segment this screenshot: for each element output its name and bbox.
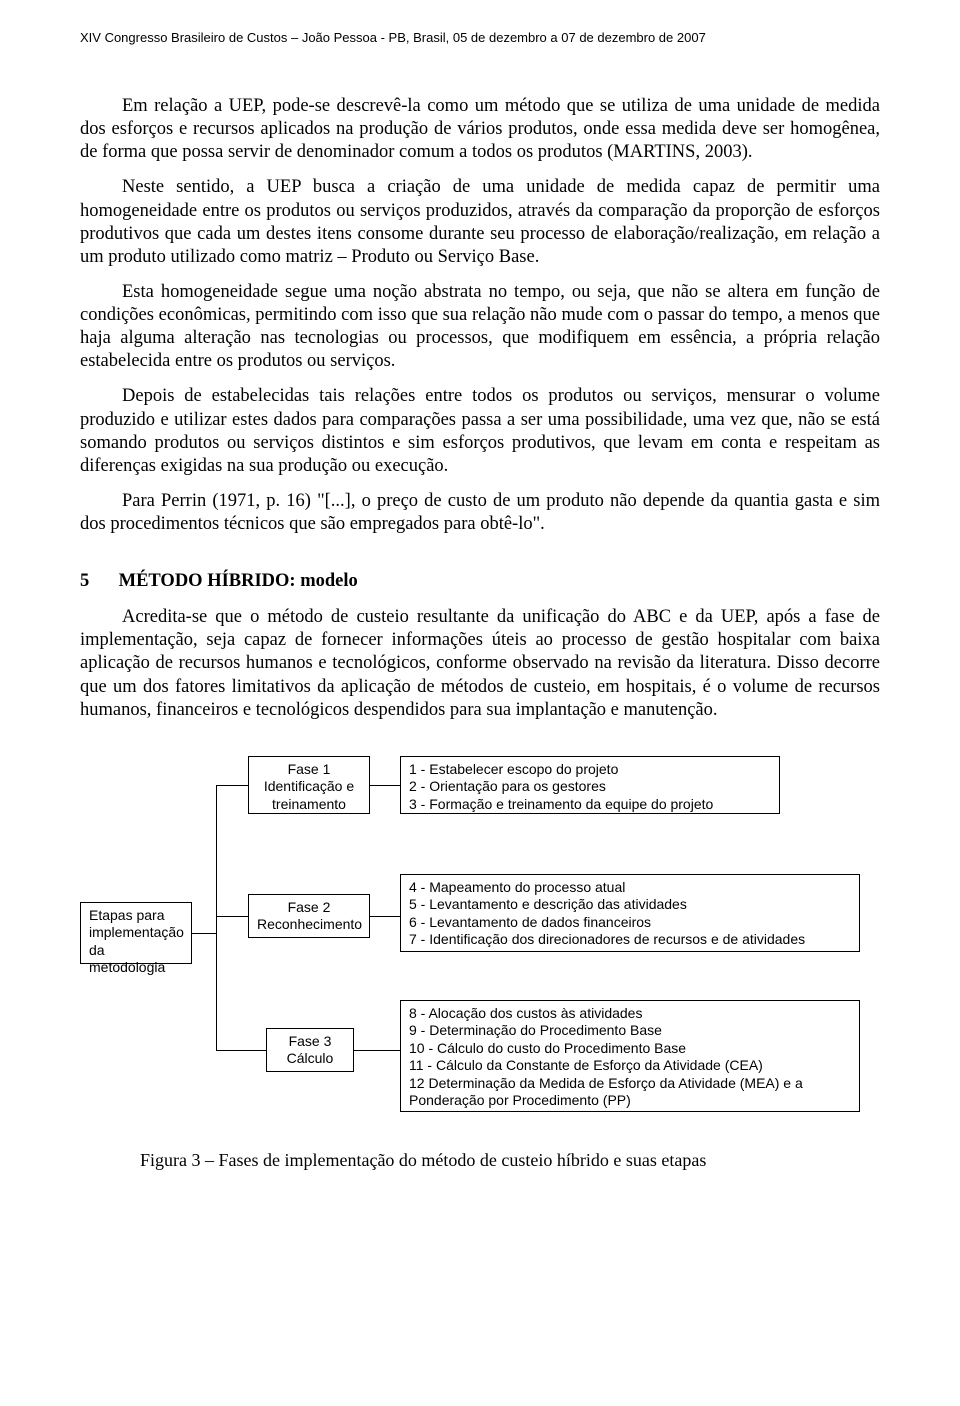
phases-flowchart: Etapas para implementação da metodologia…: [80, 752, 880, 1142]
phase1-title: Fase 1: [257, 761, 361, 779]
step-10: 10 - Cálculo do custo do Procedimento Ba…: [409, 1040, 851, 1058]
phase1-sub1: Identificação e: [257, 778, 361, 796]
node-steps-3: 8 - Alocação dos custos às atividades 9 …: [400, 1000, 860, 1112]
step-5: 5 - Levantamento e descrição das ativida…: [409, 896, 851, 914]
connector: [192, 933, 216, 934]
section-title: MÉTODO HÍBRIDO: modelo: [119, 571, 358, 591]
phase2-title: Fase 2: [257, 899, 361, 917]
node-root-l3: da metodologia: [89, 942, 183, 977]
step-2: 2 - Orientação para os gestores: [409, 778, 771, 796]
step-12b: Ponderação por Procedimento (PP): [409, 1092, 851, 1110]
paragraph-1: Em relação a UEP, pode-se descrevê-la co…: [80, 95, 880, 164]
paragraph-2: Neste sentido, a UEP busca a criação de …: [80, 176, 880, 269]
step-3: 3 - Formação e treinamento da equipe do …: [409, 796, 771, 814]
node-steps-1: 1 - Estabelecer escopo do projeto 2 - Or…: [400, 756, 780, 814]
paragraph-6: Acredita-se que o método de custeio resu…: [80, 606, 880, 722]
step-8: 8 - Alocação dos custos às atividades: [409, 1005, 851, 1023]
connector: [354, 1050, 400, 1051]
figure-caption: Figura 3 – Fases de implementação do mét…: [140, 1150, 880, 1171]
step-1: 1 - Estabelecer escopo do projeto: [409, 761, 771, 779]
node-phase-2: Fase 2 Reconhecimento: [248, 894, 370, 938]
phase3-title: Fase 3: [275, 1033, 345, 1051]
paragraph-4: Depois de estabelecidas tais relações en…: [80, 385, 880, 478]
phase1-sub2: treinamento: [257, 796, 361, 814]
step-6: 6 - Levantamento de dados financeiros: [409, 914, 851, 932]
connector: [216, 785, 248, 786]
phase2-sub: Reconhecimento: [257, 916, 361, 934]
connector: [216, 785, 217, 1050]
step-4: 4 - Mapeamento do processo atual: [409, 879, 851, 897]
node-root-l1: Etapas para: [89, 907, 183, 925]
paragraph-3: Esta homogeneidade segue uma noção abstr…: [80, 281, 880, 374]
node-root-l2: implementação: [89, 924, 183, 942]
connector: [216, 916, 248, 917]
node-root: Etapas para implementação da metodologia: [80, 902, 192, 964]
page-header: XIV Congresso Brasileiro de Custos – Joã…: [80, 30, 880, 45]
paragraph-5: Para Perrin (1971, p. 16) "[...], o preç…: [80, 490, 880, 536]
node-steps-2: 4 - Mapeamento do processo atual 5 - Lev…: [400, 874, 860, 952]
connector: [370, 916, 400, 917]
step-9: 9 - Determinação do Procedimento Base: [409, 1022, 851, 1040]
node-phase-3: Fase 3 Cálculo: [266, 1028, 354, 1072]
section-number: 5: [80, 571, 114, 592]
step-7: 7 - Identificação dos direcionadores de …: [409, 931, 851, 949]
step-11: 11 - Cálculo da Constante de Esforço da …: [409, 1057, 851, 1075]
step-12a: 12 Determinação da Medida de Esforço da …: [409, 1075, 851, 1093]
node-phase-1: Fase 1 Identificação e treinamento: [248, 756, 370, 814]
section-heading: 5 MÉTODO HÍBRIDO: modelo: [80, 571, 880, 592]
connector: [216, 1050, 266, 1051]
connector: [370, 785, 400, 786]
phase3-sub: Cálculo: [275, 1050, 345, 1068]
